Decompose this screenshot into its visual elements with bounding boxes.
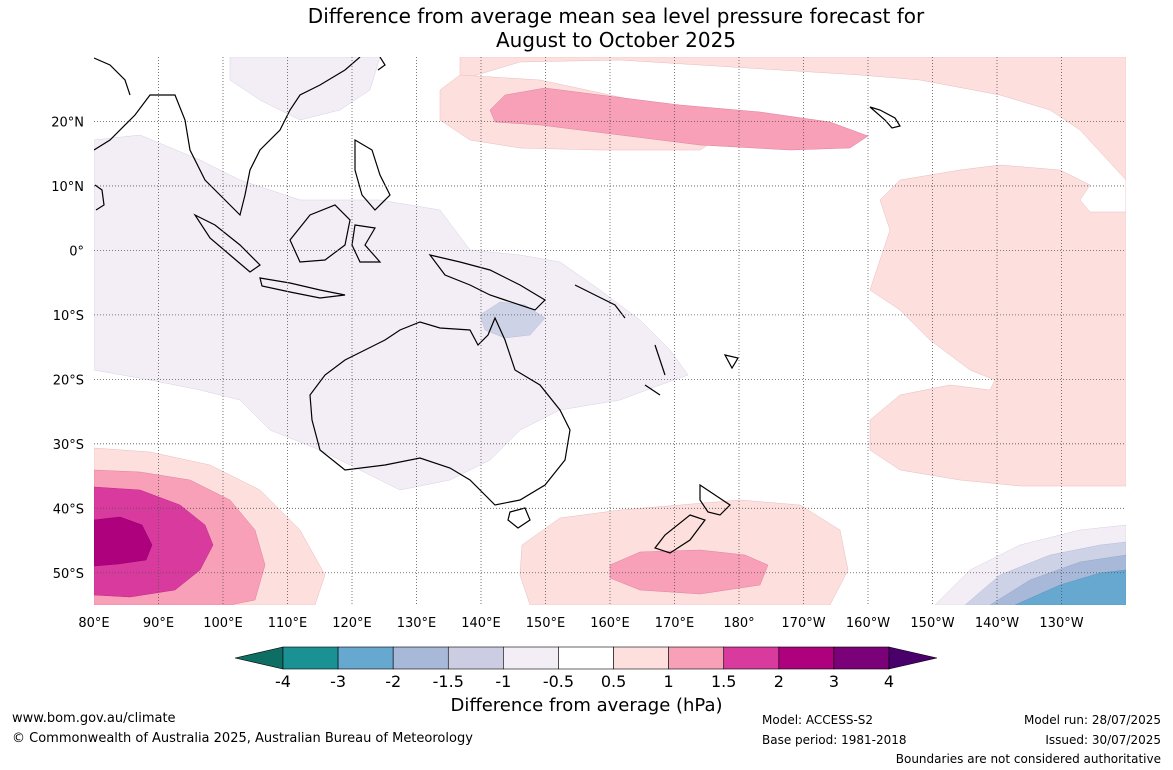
new-guinea-coastline: [428, 254, 546, 311]
longitude-tick-label: 150°E: [526, 616, 566, 631]
longitude-tick-label: 130°E: [397, 616, 437, 631]
colorbar-swatch: [337, 646, 394, 670]
taiwan-coastline: [377, 57, 386, 71]
colorbar-swatch: [668, 646, 725, 670]
india-coastline: [94, 57, 131, 96]
colorbar-tick-label: -1.5: [433, 672, 464, 690]
colorbar-swatch: [392, 646, 449, 670]
vanuatu-coastline: [654, 344, 666, 376]
footer-disclaimer: Boundaries are not considered authoritat…: [895, 752, 1161, 766]
colorbar-tick-label: 3: [829, 672, 839, 690]
colorbar-swatch: [723, 646, 780, 670]
longitude-tick-label: 170°E: [655, 616, 695, 631]
latitude-tick-label: 20°N: [51, 115, 84, 130]
colorbar-swatch: [447, 646, 504, 670]
longitude-tick-label: 130°W: [1039, 616, 1083, 631]
footer-model-run: Model run: 28/07/2025: [1023, 713, 1161, 727]
colorbar-swatch: [778, 646, 835, 670]
fiji-coastline: [723, 354, 739, 370]
footer-copyright: © Commonwealth of Australia 2025, Austra…: [12, 731, 473, 746]
colorbar-tick-label: -0.5: [543, 672, 574, 690]
anomaly-region-magenta-southwest: [94, 486, 214, 598]
latitude-tick-label: 0°: [69, 244, 84, 259]
new-zealand-south-coastline: [654, 514, 706, 554]
hawaii-coastline: [869, 106, 901, 129]
anomaly-region-purple-southwest: [94, 516, 153, 567]
anomaly-region-blue-southeast: [1014, 569, 1126, 605]
tasmania-coastline: [507, 507, 531, 529]
longitude-tick-label: 110°E: [268, 616, 308, 631]
borneo-coastline: [289, 204, 351, 263]
title-line-2: August to October 2025: [495, 28, 737, 52]
anomaly-region-lavender-north: [229, 57, 381, 121]
colorbar-tick-label: -4: [275, 672, 291, 690]
latitude-tick-label: 50°S: [53, 567, 84, 582]
latitude-tick-label: 30°S: [53, 438, 84, 453]
colorbar-tick-label: 1.5: [711, 672, 736, 690]
title-line-1: Difference from average mean sea level p…: [307, 4, 925, 28]
longitude-tick-label: 100°E: [203, 616, 243, 631]
map-area: [94, 57, 1126, 605]
anomaly-region-pink-north-pacific: [459, 57, 1126, 487]
longitude-tick-label: 140°W: [975, 616, 1019, 631]
longitude-tick-label: 180°: [723, 616, 754, 631]
new-caledonia-coastline: [644, 384, 661, 396]
philippines-coastline: [354, 138, 391, 211]
coastlines: [94, 57, 901, 554]
footer-base-period: Base period: 1981-2018: [762, 733, 907, 747]
map-title: Difference from average mean sea level p…: [0, 4, 1173, 52]
latitude-tick-label: 10°N: [51, 180, 84, 195]
colorbar-swatch: [503, 646, 559, 670]
colorbar-tick-label: 2: [774, 672, 784, 690]
latitude-tick-label: 20°S: [53, 373, 84, 388]
longitude-tick-label: 90°E: [143, 616, 174, 631]
longitude-tick-label: 150°W: [910, 616, 954, 631]
longitude-tick-label: 160°W: [846, 616, 890, 631]
anomaly-region-lavender: [94, 134, 689, 491]
colorbar: -4 -3 -2 -1.5 -1 -0.5 0.5 1 1.5 2 3 4: [234, 646, 938, 690]
longitude-tick-label: 160°E: [590, 616, 630, 631]
colorbar-tick-label: -2: [385, 672, 401, 690]
colorbar-extend-low: [234, 646, 284, 670]
anomaly-region-rose-tasman: [609, 549, 769, 595]
longitude-tick-label: 140°E: [461, 616, 501, 631]
colorbar-swatch: [613, 646, 669, 670]
new-zealand-north-coastline: [699, 483, 731, 516]
longitude-tick-label: 170°W: [781, 616, 825, 631]
footer-model: Model: ACCESS-S2: [762, 713, 874, 727]
latitude-tick-label: 40°S: [53, 502, 84, 517]
colorbar-tick-label: 0.5: [601, 672, 626, 690]
colorbar-tick-label: 4: [884, 672, 894, 690]
sri-lanka-coastline: [94, 184, 105, 211]
colorbar-swatch: [282, 646, 339, 670]
colorbar-tick-label: -1: [495, 672, 511, 690]
australia-coastline: [309, 316, 571, 506]
solomon-islands-coastline: [574, 284, 626, 319]
sulawesi-coastline: [351, 224, 382, 263]
longitude-labels: 80°E 90°E 100°E 110°E 120°E 130°E 140°E 150°E 16…: [78, 616, 1083, 631]
gridlines: [94, 57, 1126, 605]
colorbar-extend-high: [888, 646, 938, 670]
sumatra-coastline: [193, 213, 261, 273]
footer-issued: Issued: 30/07/2025: [1045, 733, 1161, 747]
anomaly-region-periwinkle: [479, 301, 546, 339]
colorbar-label: Difference from average (hPa): [450, 695, 723, 716]
footer-url[interactable]: www.bom.gov.au/climate: [12, 711, 176, 726]
java-coastline: [259, 277, 346, 299]
asia-mainland-coastline: [94, 57, 361, 217]
colorbar-tick-label: -3: [330, 672, 346, 690]
longitude-tick-label: 80°E: [78, 616, 109, 631]
latitude-tick-label: 10°S: [53, 309, 84, 324]
latitude-labels: 20°N 10°N 0° 10°S 20°S 30°S 40°S 50°S: [51, 115, 84, 581]
colorbar-swatch: [558, 646, 614, 670]
colorbar-tick-label: 1: [664, 672, 674, 690]
longitude-tick-label: 120°E: [332, 616, 372, 631]
colorbar-swatch: [833, 646, 890, 670]
map-figure: 80°E 90°E 100°E 110°E 120°E 130°E 140°E 150°E 16…: [51, 57, 1126, 690]
